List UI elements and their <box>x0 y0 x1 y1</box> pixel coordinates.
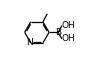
Text: N: N <box>26 38 33 47</box>
Text: B: B <box>55 28 61 37</box>
Text: OH: OH <box>62 21 76 30</box>
Text: OH: OH <box>62 34 76 43</box>
